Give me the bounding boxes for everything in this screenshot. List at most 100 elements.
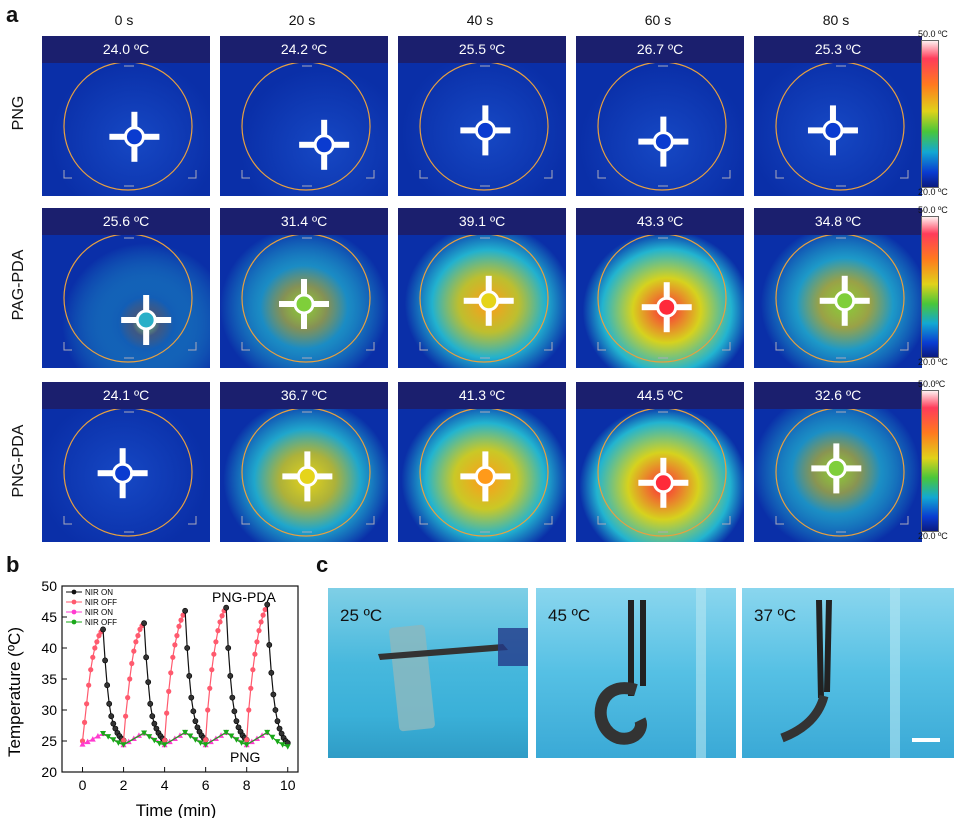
panel-a-letter: a <box>6 2 19 27</box>
scale-min-1: 20.0 ºC <box>918 187 948 197</box>
data-point <box>256 628 262 634</box>
y-tick-label: 40 <box>41 640 57 656</box>
data-point <box>192 737 199 743</box>
x-tick-label: 10 <box>280 777 296 793</box>
y-tick-label: 30 <box>41 702 57 718</box>
data-point <box>161 742 168 748</box>
data-point <box>274 739 281 745</box>
thermal-tile: 25.3 ºC <box>754 36 922 196</box>
panel-b-letter: b <box>6 552 20 577</box>
photo-temp-37: 37 ºC <box>754 606 797 625</box>
data-point <box>133 639 139 645</box>
data-point <box>120 737 127 743</box>
thermal-tile: 32.6 ºC <box>754 382 922 542</box>
data-point <box>229 694 236 701</box>
data-point <box>131 648 137 654</box>
data-point <box>156 740 163 747</box>
data-point <box>90 654 96 660</box>
data-point <box>260 612 266 618</box>
data-point <box>100 626 106 633</box>
x-tick-label: 0 <box>79 777 87 793</box>
data-point <box>227 673 234 679</box>
thermal-tile: 36.7 ºC <box>220 382 388 542</box>
data-point <box>238 740 245 746</box>
data-point <box>225 645 232 651</box>
data-point <box>205 707 211 713</box>
data-point <box>268 669 275 676</box>
series-line <box>164 610 186 741</box>
data-point <box>270 691 277 698</box>
thermal-tile: 25.6 ºC <box>42 208 210 368</box>
data-point <box>110 737 117 743</box>
data-point <box>186 673 193 679</box>
y-tick-label: 35 <box>41 671 57 687</box>
data-point <box>115 740 122 746</box>
data-point <box>233 737 240 743</box>
temperature-readout: 41.3 ºC <box>398 382 566 409</box>
y-tick-label: 45 <box>41 609 57 625</box>
data-point <box>266 642 273 648</box>
x-tick-label: 2 <box>120 777 128 793</box>
data-point <box>89 736 96 742</box>
time-label-1: 20 s <box>288 12 316 28</box>
data-point <box>164 710 170 716</box>
data-point <box>202 742 209 748</box>
data-point <box>100 731 107 737</box>
data-point <box>141 730 148 736</box>
data-point <box>166 688 172 694</box>
data-point <box>217 619 223 625</box>
data-point <box>84 701 90 707</box>
data-point <box>129 660 135 667</box>
data-point <box>145 679 152 685</box>
data-point <box>246 707 252 713</box>
data-point <box>120 742 127 748</box>
data-point <box>172 642 178 648</box>
data-point <box>104 682 111 689</box>
data-point <box>184 645 191 651</box>
data-point <box>178 617 184 623</box>
x-tick-label: 6 <box>202 777 210 793</box>
data-point <box>203 737 209 743</box>
data-point <box>170 654 176 660</box>
color-scale-bar-3 <box>921 390 939 532</box>
data-point <box>151 737 158 744</box>
legend-marker <box>71 609 77 615</box>
chart-xlabel: Time (min) <box>136 801 217 818</box>
legend-label: NIR ON <box>85 588 113 597</box>
y-tick-label: 25 <box>41 733 57 749</box>
y-tick-label: 50 <box>41 578 57 594</box>
temperature-readout: 25.3 ºC <box>754 36 922 63</box>
data-point <box>176 623 182 629</box>
legend-marker <box>71 589 77 595</box>
x-tick-label: 8 <box>243 777 251 793</box>
data-point <box>215 628 221 634</box>
thermal-tile: 24.1 ºC <box>42 382 210 542</box>
data-point <box>84 738 91 745</box>
data-point <box>151 720 158 727</box>
data-point <box>264 601 271 608</box>
data-point <box>244 737 250 743</box>
data-point <box>207 685 213 691</box>
row-label-pag-pda: PAG-PDA <box>10 249 27 321</box>
scale-bar <box>912 738 940 742</box>
temperature-readout: 26.7 ºC <box>576 36 744 63</box>
data-point <box>102 657 108 664</box>
data-point <box>223 604 230 611</box>
annotation-png-pda: PNG-PDA <box>212 589 276 605</box>
data-point <box>79 741 86 747</box>
data-point <box>81 719 88 725</box>
data-point <box>252 651 258 657</box>
row-label-png: PNG <box>10 95 27 131</box>
color-scale-bar-2 <box>921 216 939 358</box>
data-point <box>94 733 101 739</box>
photo-temp-45: 45 ºC <box>548 606 591 625</box>
temperature-readout: 34.8 ºC <box>754 208 922 235</box>
data-point <box>209 667 215 673</box>
temperature-readout: 31.4 ºC <box>220 208 388 235</box>
data-point <box>276 725 283 732</box>
data-point <box>213 639 219 645</box>
temperature-readout: 24.1 ºC <box>42 382 210 409</box>
scale-min-2: 20.0 ºC <box>918 357 948 367</box>
data-point <box>250 667 256 673</box>
data-point <box>94 639 100 645</box>
